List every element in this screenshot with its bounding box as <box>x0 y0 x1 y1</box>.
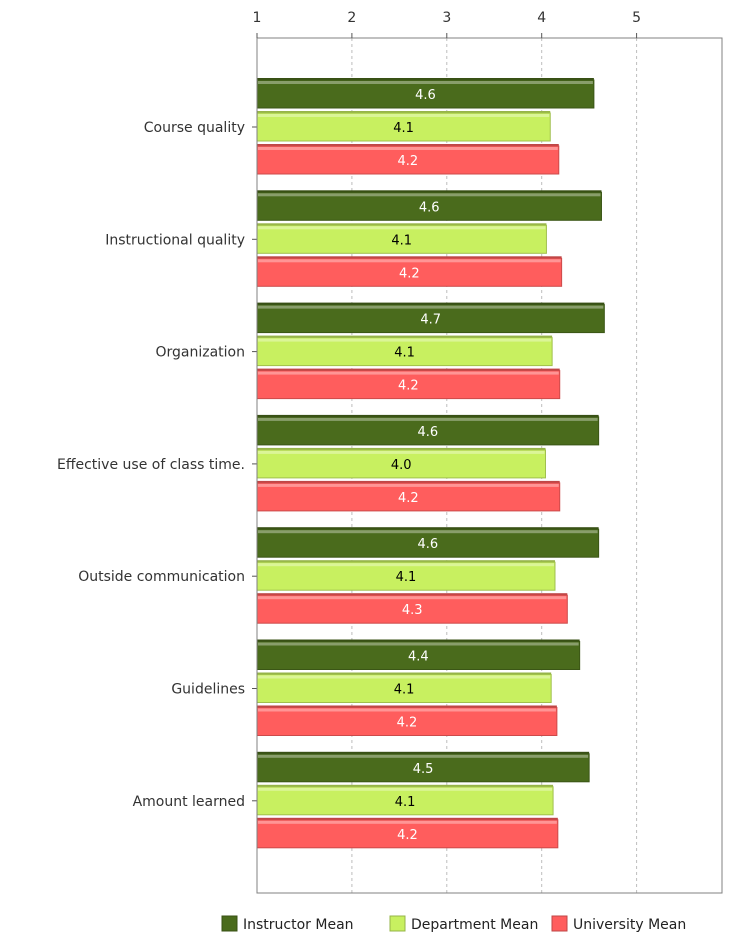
bar-highlight <box>258 114 550 117</box>
y-tick-label: Guidelines <box>171 682 245 698</box>
x-tick-label: 2 <box>347 10 356 26</box>
data-label: 4.6 <box>417 425 438 440</box>
bar-highlight <box>258 226 546 230</box>
data-label: 4.0 <box>391 458 412 473</box>
bar-edge <box>257 672 552 675</box>
y-tick-label: Instructional quality <box>105 232 245 248</box>
bar-highlight <box>258 483 559 487</box>
plot-border <box>256 37 723 894</box>
bar-highlight <box>258 708 556 712</box>
bar-edge <box>257 639 580 642</box>
data-label: 4.6 <box>417 537 438 552</box>
bar-highlight <box>258 675 551 679</box>
bar-highlight <box>258 530 598 534</box>
data-label: 4.6 <box>415 88 436 103</box>
bar-edge <box>257 593 568 596</box>
data-label: 4.1 <box>394 683 415 698</box>
bar <box>256 337 553 367</box>
bar-highlight <box>258 193 601 197</box>
bar-highlight <box>258 787 553 791</box>
data-label: 4.3 <box>402 603 423 618</box>
legend-label: Department Mean <box>411 917 538 933</box>
bar-edge <box>257 751 590 754</box>
bar-highlight <box>258 596 567 600</box>
bar-highlight <box>258 147 558 150</box>
data-label: 4.1 <box>393 121 414 136</box>
bar <box>256 482 561 512</box>
bar <box>256 594 568 624</box>
bar <box>256 416 600 446</box>
data-label: 4.2 <box>398 379 419 394</box>
legend-swatch <box>551 915 568 932</box>
bar <box>256 145 560 175</box>
bar-edge <box>257 560 555 563</box>
bar-edge <box>257 111 551 113</box>
data-label: 4.2 <box>398 491 419 506</box>
bar <box>256 370 561 400</box>
y-tick-label: Effective use of class time. <box>57 457 245 473</box>
bar-edge <box>257 705 557 708</box>
bar-edge <box>257 784 554 787</box>
bar-edge <box>257 817 558 820</box>
bar <box>256 819 559 849</box>
bar-edge <box>257 414 599 417</box>
bar-highlight <box>258 820 557 824</box>
bar-highlight <box>258 450 545 454</box>
bar-highlight <box>258 338 552 342</box>
data-label: 4.2 <box>397 828 418 843</box>
bar-highlight <box>258 371 559 375</box>
data-label: 4.2 <box>398 154 419 169</box>
data-label: 4.1 <box>391 233 412 248</box>
bar <box>256 786 554 816</box>
bar-edge <box>257 78 594 80</box>
bar <box>256 257 563 287</box>
y-tick-label: Outside communication <box>78 569 245 585</box>
bar-highlight <box>258 81 593 84</box>
data-label: 4.6 <box>419 200 440 215</box>
legend-label: Instructor Mean <box>243 917 354 933</box>
bar-highlight <box>258 305 604 309</box>
x-tick-label: 1 <box>253 10 262 26</box>
x-tick-label: 3 <box>442 10 451 26</box>
bar-highlight <box>258 754 589 758</box>
data-label: 4.1 <box>396 570 417 585</box>
y-tick-label: Amount learned <box>133 794 245 810</box>
x-tick-label: 5 <box>632 10 641 26</box>
bar <box>256 224 547 254</box>
bar <box>256 753 590 783</box>
bar-highlight <box>258 642 579 646</box>
x-tick-label: 4 <box>537 10 546 26</box>
bar-edge <box>257 302 605 305</box>
data-label: 4.4 <box>408 650 429 665</box>
bar-highlight <box>258 563 554 567</box>
bar-edge <box>257 368 560 371</box>
data-label: 4.5 <box>413 762 434 777</box>
data-label: 4.7 <box>420 313 441 328</box>
bar <box>256 528 600 558</box>
bar-highlight <box>258 259 561 263</box>
data-label: 4.1 <box>394 346 415 361</box>
bar-edge <box>257 256 562 259</box>
bar-edge <box>257 223 547 226</box>
y-tick-label: Course quality <box>144 120 245 136</box>
bar-edge <box>257 144 559 146</box>
bar-edge <box>257 527 599 530</box>
bar <box>256 707 558 736</box>
legend-label: University Mean <box>573 917 686 933</box>
legend-swatch <box>221 915 238 932</box>
data-label: 4.2 <box>397 716 418 731</box>
data-label: 4.1 <box>395 795 416 810</box>
data-label: 4.2 <box>399 266 420 281</box>
bar <box>256 641 581 670</box>
legend-swatch <box>389 915 406 932</box>
bar <box>256 79 595 109</box>
bar-edge <box>257 335 553 338</box>
bar-edge <box>257 480 560 483</box>
bar-edge <box>257 190 602 193</box>
bar-highlight <box>258 417 598 421</box>
bar-edge <box>257 447 546 450</box>
y-tick-label: Organization <box>155 345 245 361</box>
